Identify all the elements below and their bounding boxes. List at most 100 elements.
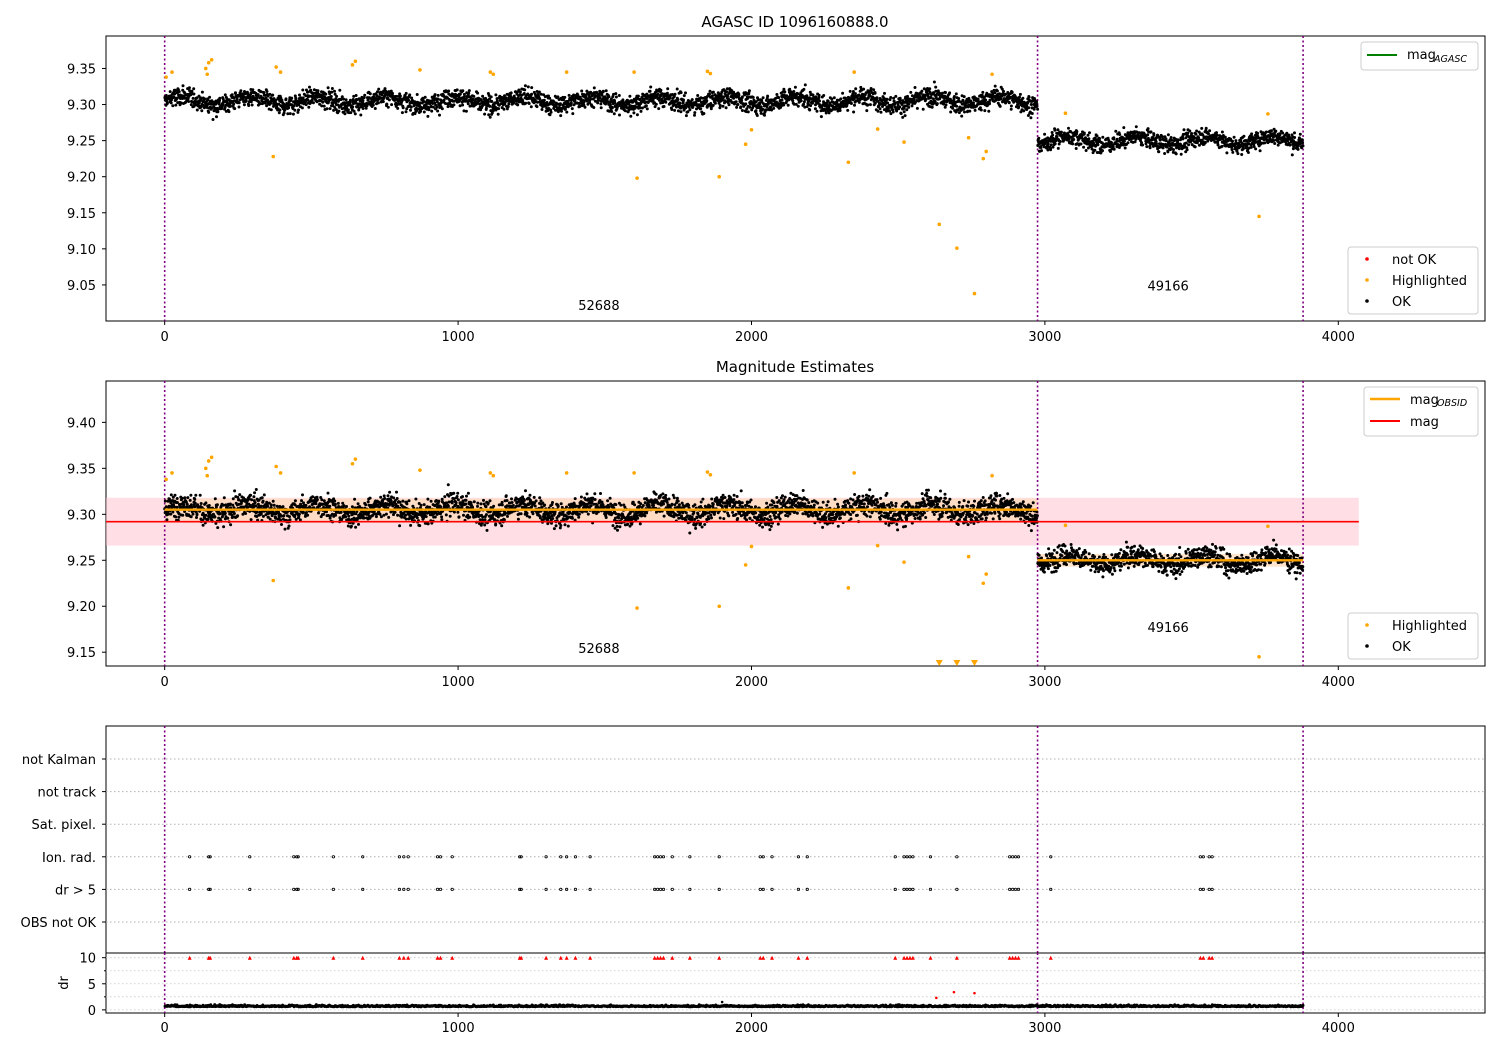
ok-point (173, 493, 177, 497)
ok-point (330, 90, 334, 94)
ok-point (426, 497, 430, 501)
ok-point (409, 523, 413, 527)
ok-point (484, 106, 488, 110)
ok-point (1007, 101, 1011, 105)
ok-point (988, 102, 991, 106)
y-tick-label: 9.25 (67, 135, 96, 150)
ok-point (792, 90, 796, 93)
ok-point (187, 86, 191, 90)
ok-point (501, 99, 505, 103)
ok-point (455, 93, 459, 97)
ok-point (853, 103, 856, 107)
ok-point (542, 98, 546, 102)
ok-point (230, 93, 234, 97)
ok-point (343, 112, 347, 116)
ok-point (296, 110, 300, 114)
ok-point (405, 502, 409, 506)
ok-point (339, 510, 343, 514)
ok-point (1146, 133, 1150, 137)
ok-point (1029, 103, 1033, 106)
highlighted-point (274, 65, 278, 69)
ok-point (255, 510, 259, 514)
highlighted-point (632, 70, 636, 74)
ok-point (211, 118, 215, 121)
ok-point (409, 105, 413, 109)
ok-point (332, 108, 336, 112)
ok-point (1146, 127, 1150, 131)
ok-point (440, 518, 444, 522)
ok-point (894, 94, 898, 98)
ok-point (1250, 132, 1254, 136)
ok-point (407, 499, 411, 503)
ok-point (265, 90, 269, 93)
ok-point (440, 107, 444, 111)
ok-point (744, 102, 748, 106)
ok-point (1264, 130, 1268, 134)
ok-point (389, 89, 393, 93)
ok-point (761, 96, 765, 100)
ok-point (342, 504, 346, 508)
ok-point (930, 105, 934, 109)
ok-point (377, 87, 381, 91)
ok-point (229, 104, 232, 108)
ok-point (711, 94, 714, 98)
ok-point (951, 106, 955, 110)
ok-point (396, 513, 400, 517)
ok-point (232, 102, 236, 106)
ok-point (735, 105, 739, 109)
ok-point (533, 98, 537, 102)
ok-point (349, 524, 353, 528)
ok-point (368, 92, 372, 96)
ok-point (268, 92, 272, 96)
ok-point (174, 515, 178, 519)
ok-point (755, 114, 759, 117)
ok-point (1187, 143, 1191, 147)
ok-point (318, 102, 322, 106)
ok-point (374, 515, 378, 519)
ok-point (506, 105, 510, 109)
ok-point (288, 518, 292, 522)
ok-point (592, 86, 596, 90)
ok-point (340, 95, 344, 99)
ok-point (192, 87, 196, 91)
ok-point (328, 504, 332, 508)
ok-point (395, 497, 399, 500)
ok-point (995, 89, 999, 93)
ok-point (216, 526, 220, 530)
ok-point (1234, 139, 1238, 143)
ok-point (426, 114, 430, 118)
ok-point (1075, 130, 1079, 134)
ok-point (415, 516, 419, 520)
ok-point (618, 113, 621, 117)
ok-point (269, 108, 273, 112)
ok-point (182, 503, 186, 507)
ok-point (427, 108, 431, 112)
highlighted-point (749, 127, 754, 132)
ok-point (915, 106, 919, 110)
ok-point (503, 94, 506, 98)
y-tick-label: 9.30 (67, 99, 96, 114)
ok-point (226, 516, 230, 520)
ok-point (266, 94, 270, 98)
ok-point (418, 524, 422, 528)
ok-point (452, 510, 456, 514)
ok-point (398, 94, 402, 98)
ok-point (460, 505, 464, 509)
ok-point (347, 514, 351, 518)
ok-point (446, 483, 450, 487)
ok-point (163, 499, 167, 503)
ok-point (386, 494, 390, 498)
ok-point (464, 109, 468, 113)
ok-point (984, 98, 988, 102)
ok-point (260, 99, 264, 103)
ok-point (1035, 104, 1039, 108)
ok-point (1056, 146, 1060, 150)
ok-point (231, 503, 235, 507)
ok-point (1022, 109, 1026, 113)
ok-point (705, 99, 709, 103)
ok-point (1242, 134, 1246, 138)
ok-point (183, 496, 187, 500)
ok-point (382, 494, 386, 498)
ok-point (306, 98, 310, 102)
ok-point (381, 100, 385, 104)
